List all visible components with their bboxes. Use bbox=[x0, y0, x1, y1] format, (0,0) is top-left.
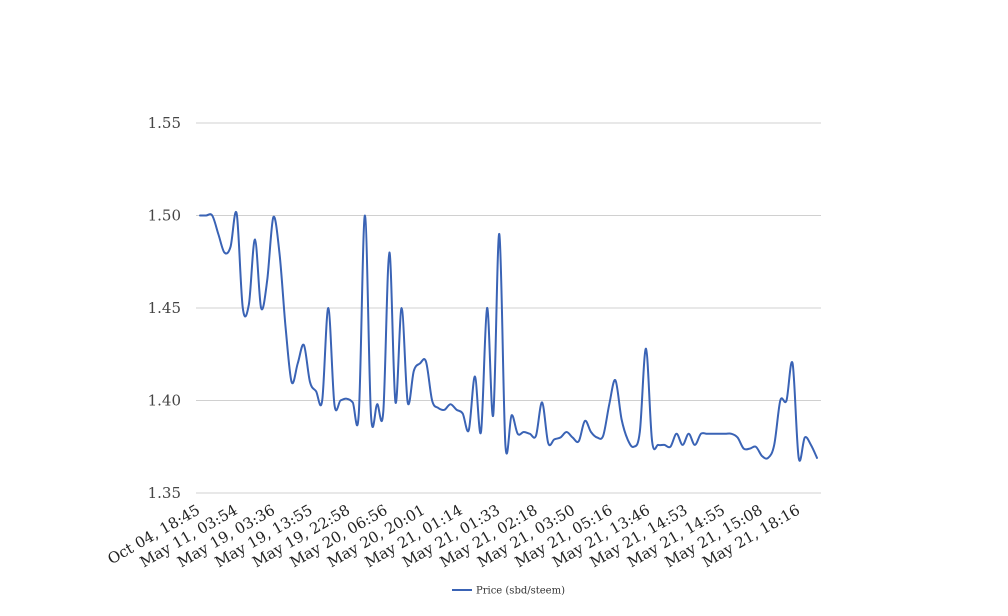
legend-label: Price (sbd/steem) bbox=[476, 586, 565, 597]
y-axis-ticks: 1.35 1.40 1.45 1.50 1.55 bbox=[148, 114, 181, 502]
y-tick-label: 1.45 bbox=[148, 299, 181, 317]
series-price-line-group bbox=[199, 210, 818, 462]
legend: Price (sbd/steem) bbox=[452, 586, 565, 597]
series-price-line bbox=[199, 210, 818, 462]
y-tick-label: 1.35 bbox=[148, 484, 181, 502]
gridlines bbox=[196, 122, 821, 494]
y-tick-label: 1.50 bbox=[148, 207, 181, 225]
y-tick-label: 1.55 bbox=[148, 114, 181, 132]
y-tick-label: 1.40 bbox=[148, 392, 181, 410]
